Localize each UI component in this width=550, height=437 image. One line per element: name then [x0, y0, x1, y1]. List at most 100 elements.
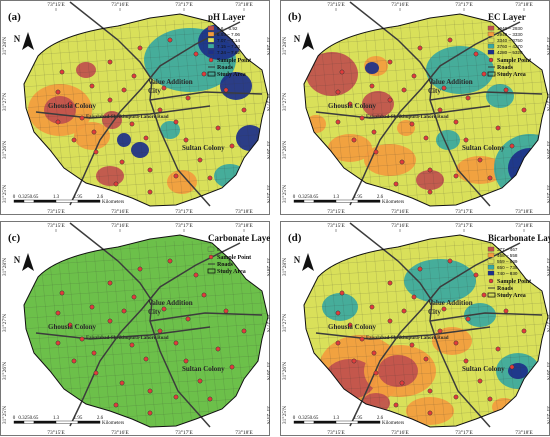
- legend-study-area-icon: [207, 268, 216, 274]
- sample-point: [347, 101, 353, 107]
- major-road: [349, 21, 521, 206]
- legend-swatch: [487, 43, 495, 49]
- x-tick-label-bottom: 73°18'E: [515, 429, 533, 436]
- sample-point: [79, 336, 85, 342]
- scale-bar-segment: [335, 199, 359, 203]
- sample-point: [207, 396, 213, 402]
- street: [372, 240, 392, 427]
- place-label-sultan: Sultan Colony: [182, 365, 225, 373]
- north-arrow-icon: [22, 32, 34, 50]
- sample-point: [167, 258, 173, 264]
- legend-title: EC Layer: [488, 12, 526, 22]
- y-tick-label-left: 31°27'N: [281, 314, 288, 332]
- sample-point: [93, 149, 99, 155]
- legend-study-area-icon: [487, 292, 496, 298]
- place-label-value-addition: Value Addition: [428, 78, 473, 86]
- street: [345, 240, 365, 427]
- sample-point: [67, 322, 73, 328]
- major-road: [149, 91, 263, 101]
- place-label-road: Faisalabad-Sheikhupura-Lahore Road: [86, 336, 169, 341]
- sample-point: [481, 292, 487, 298]
- legend-swatch: [487, 264, 495, 270]
- sample-point: [347, 322, 353, 328]
- map-svg: 73°15'E 73°15'E 73°16'E 73°16'E 73°17'E 73°17…: [280, 0, 550, 215]
- place-label-value-addition: Value Addition: [428, 299, 473, 307]
- value-zone: [306, 52, 358, 96]
- major-road: [429, 91, 543, 101]
- street: [444, 19, 464, 206]
- street: [304, 291, 548, 309]
- street: [24, 49, 268, 67]
- sample-point: [91, 350, 97, 356]
- street: [498, 240, 518, 427]
- legend-swatch: [487, 252, 495, 258]
- street: [128, 19, 148, 206]
- sample-point: [241, 328, 247, 334]
- legend-swatch: [207, 49, 215, 55]
- sample-point: [173, 394, 179, 400]
- legend-title: pH Layer: [208, 12, 245, 22]
- x-tick-label-bottom: 73°17'E: [175, 429, 193, 436]
- scale-bar-segment: [77, 420, 101, 424]
- street: [480, 240, 500, 427]
- street: [65, 19, 85, 206]
- scale-bar-label: 0.65: [30, 416, 39, 421]
- street: [101, 240, 121, 427]
- sample-point: [173, 119, 179, 125]
- street: [74, 19, 94, 206]
- sample-point: [423, 135, 429, 141]
- street: [399, 19, 419, 206]
- sample-point: [427, 388, 433, 394]
- sample-point: [417, 45, 423, 51]
- street: [83, 240, 103, 427]
- sample-point: [183, 358, 189, 364]
- legend-study-area-icon: [487, 71, 496, 77]
- sample-point: [495, 346, 501, 352]
- legend-swatch: [487, 258, 495, 264]
- scale-bar-label: 1.3: [53, 195, 60, 200]
- sample-point: [373, 149, 379, 155]
- street: [24, 344, 268, 361]
- street: [471, 19, 491, 206]
- y-tick-label-left: 31°28'N: [281, 258, 288, 276]
- sample-point: [387, 59, 393, 65]
- legend-sample-point-label: Sample Point: [497, 279, 531, 285]
- sample-point: [55, 119, 61, 125]
- street: [24, 91, 268, 109]
- sample-point: [447, 37, 453, 43]
- sample-point: [185, 316, 191, 322]
- street: [24, 333, 268, 351]
- sample-point: [477, 157, 483, 163]
- legend-swatch: [487, 270, 495, 276]
- y-tick-label-right: 31°27'N: [265, 93, 270, 111]
- sample-point: [399, 380, 405, 386]
- sample-point: [369, 83, 375, 89]
- place-label-value-addition: Value Addition: [148, 299, 193, 307]
- sample-point: [481, 71, 487, 77]
- sample-point: [487, 396, 493, 402]
- sample-point: [157, 107, 163, 113]
- street: [304, 70, 548, 88]
- sample-point: [143, 356, 149, 362]
- sample-point: [201, 71, 207, 77]
- sample-point: [129, 342, 135, 348]
- y-tick-label-right: 31°26'N: [265, 141, 270, 159]
- sample-point: [411, 73, 417, 79]
- scale-bar-label: 1.3: [333, 416, 340, 421]
- sample-point: [359, 115, 365, 121]
- y-tick-label-left: 31°27'N: [1, 314, 8, 332]
- street: [200, 240, 220, 427]
- scale-bar-label: 0.65: [310, 416, 319, 421]
- x-tick-label-top: 73°15'E: [47, 222, 65, 229]
- legend-class-label: 3340 – 3750: [497, 38, 523, 43]
- scale-bar-label: 1.95: [354, 416, 363, 421]
- x-tick-label-top: 73°16'E: [391, 222, 409, 229]
- legend-class-label: 468 – 558: [497, 253, 518, 258]
- x-tick-label-top: 73°15'E: [47, 1, 65, 8]
- y-tick-label-right: 31°26'N: [265, 362, 270, 380]
- sample-point: [437, 107, 443, 113]
- sample-point: [67, 101, 73, 107]
- legend-swatch: [207, 43, 215, 49]
- north-arrow-icon: [302, 253, 314, 271]
